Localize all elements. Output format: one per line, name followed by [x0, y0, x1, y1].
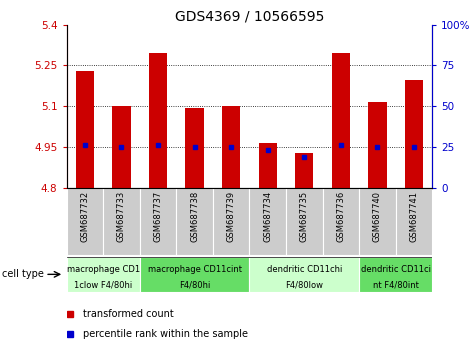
Bar	[295, 153, 314, 188]
Bar	[176, 188, 213, 255]
Bar	[258, 143, 277, 188]
Text: macrophage CD1: macrophage CD1	[66, 264, 140, 274]
Bar	[396, 188, 432, 255]
Bar	[286, 188, 323, 255]
Text: GSM687736: GSM687736	[336, 191, 345, 242]
Text: nt F4/80int: nt F4/80int	[373, 280, 418, 290]
Text: macrophage CD11cint: macrophage CD11cint	[148, 264, 241, 274]
Text: GSM687734: GSM687734	[263, 191, 272, 242]
Bar	[185, 108, 204, 188]
Text: F4/80hi: F4/80hi	[179, 280, 210, 290]
Bar	[149, 53, 167, 188]
Bar	[249, 257, 359, 292]
Text: GSM687740: GSM687740	[373, 191, 382, 242]
Bar	[213, 188, 249, 255]
Text: GSM687733: GSM687733	[117, 191, 126, 242]
Bar	[112, 106, 131, 188]
Bar	[405, 80, 423, 188]
Bar	[103, 188, 140, 255]
Bar	[249, 188, 286, 255]
Text: GSM687732: GSM687732	[80, 191, 89, 242]
Bar	[76, 71, 94, 188]
Text: transformed count: transformed count	[83, 309, 174, 319]
Text: GSM687739: GSM687739	[227, 191, 236, 242]
Bar	[368, 102, 387, 188]
Bar	[66, 188, 103, 255]
Bar	[140, 188, 176, 255]
Text: dendritic CD11ci: dendritic CD11ci	[361, 264, 431, 274]
Bar	[332, 53, 350, 188]
Bar	[222, 106, 240, 188]
Text: percentile rank within the sample: percentile rank within the sample	[83, 329, 248, 339]
Bar	[140, 257, 249, 292]
Text: cell type: cell type	[2, 269, 44, 279]
Bar	[323, 188, 359, 255]
Bar	[359, 188, 396, 255]
Text: F4/80low: F4/80low	[285, 280, 323, 290]
Bar	[359, 257, 432, 292]
Title: GDS4369 / 10566595: GDS4369 / 10566595	[175, 10, 324, 24]
Text: GSM687738: GSM687738	[190, 191, 199, 242]
Text: dendritic CD11chi: dendritic CD11chi	[266, 264, 342, 274]
Text: 1clow F4/80hi: 1clow F4/80hi	[74, 280, 132, 290]
Text: GSM687737: GSM687737	[153, 191, 162, 242]
Text: GSM687741: GSM687741	[409, 191, 418, 242]
Text: GSM687735: GSM687735	[300, 191, 309, 242]
Bar	[66, 257, 140, 292]
